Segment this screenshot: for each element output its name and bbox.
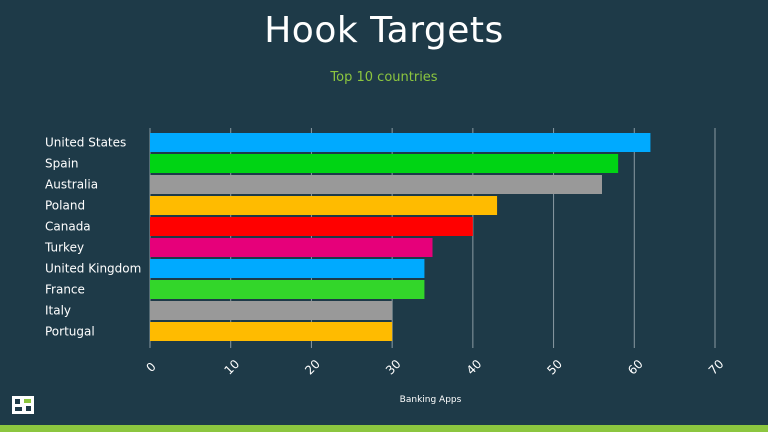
bar [150,217,473,236]
y-category-label: Canada [45,220,91,234]
bar [150,196,498,215]
x-tick-label: 0 [144,360,159,375]
bar [150,238,433,257]
chart-subtitle: Top 10 countries [330,70,438,85]
bar [150,301,393,320]
y-category-label: Turkey [44,241,84,255]
x-tick-label: 20 [302,357,323,378]
x-tick-label: 60 [625,357,646,378]
bar [150,154,619,173]
y-category-label: France [45,283,85,297]
bar [150,280,425,299]
chart-title: Hook Targets [264,10,504,51]
x-tick-label: 30 [383,357,404,378]
x-tick-label: 40 [464,357,485,378]
x-tick-label: 70 [706,357,727,378]
bar [150,175,602,194]
brand-logo-icon [12,396,34,414]
x-axis-label: Banking Apps [400,395,462,405]
y-category-label: Poland [45,199,85,213]
y-category-label: Portugal [45,325,95,339]
footer-accent-bar [0,425,768,432]
x-tick-label: 50 [544,357,565,378]
y-category-label: United Kingdom [45,262,141,276]
bar [150,322,393,341]
x-tick-label: 10 [222,357,243,378]
bar [150,133,651,152]
bar [150,259,425,278]
y-category-label: Italy [45,304,71,318]
y-category-label: Spain [45,157,79,171]
y-category-label: Australia [45,178,98,192]
y-category-label: United States [45,136,126,150]
